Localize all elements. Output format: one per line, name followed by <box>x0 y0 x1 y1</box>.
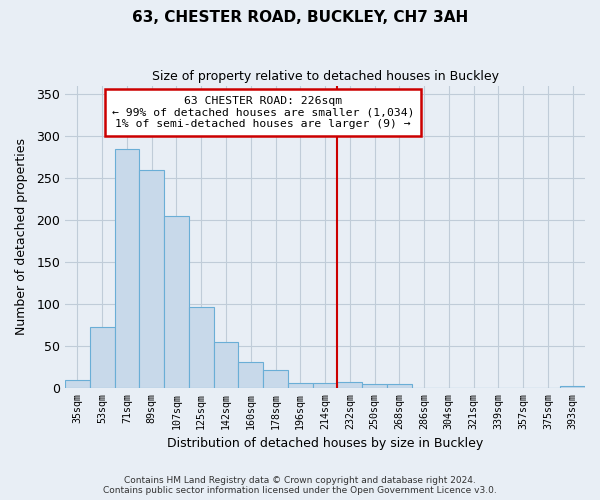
Bar <box>115 148 139 388</box>
Bar <box>387 384 412 388</box>
X-axis label: Distribution of detached houses by size in Buckley: Distribution of detached houses by size … <box>167 437 483 450</box>
Bar <box>214 342 238 388</box>
Text: 63 CHESTER ROAD: 226sqm
← 99% of detached houses are smaller (1,034)
1% of semi-: 63 CHESTER ROAD: 226sqm ← 99% of detache… <box>112 96 415 129</box>
Text: Contains HM Land Registry data © Crown copyright and database right 2024.
Contai: Contains HM Land Registry data © Crown c… <box>103 476 497 495</box>
Bar <box>288 383 313 388</box>
Y-axis label: Number of detached properties: Number of detached properties <box>15 138 28 335</box>
Bar <box>65 380 90 388</box>
Bar <box>90 326 115 388</box>
Bar <box>189 307 214 388</box>
Bar <box>362 384 387 388</box>
Text: 63, CHESTER ROAD, BUCKLEY, CH7 3AH: 63, CHESTER ROAD, BUCKLEY, CH7 3AH <box>132 10 468 25</box>
Title: Size of property relative to detached houses in Buckley: Size of property relative to detached ho… <box>152 70 499 83</box>
Bar <box>337 382 362 388</box>
Bar <box>263 370 288 388</box>
Bar <box>139 170 164 388</box>
Bar <box>164 216 189 388</box>
Bar <box>313 383 337 388</box>
Bar <box>238 362 263 388</box>
Bar <box>560 386 585 388</box>
